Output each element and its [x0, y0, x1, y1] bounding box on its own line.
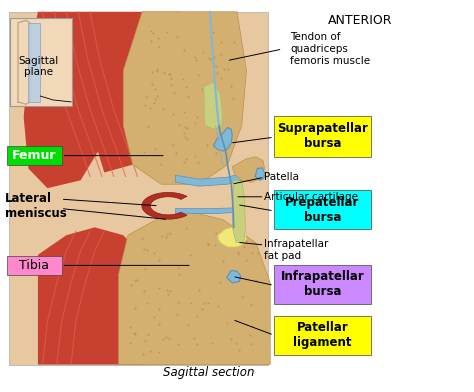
- Polygon shape: [90, 12, 161, 172]
- Polygon shape: [24, 12, 104, 188]
- Polygon shape: [142, 192, 187, 219]
- Polygon shape: [38, 227, 142, 365]
- FancyBboxPatch shape: [7, 256, 62, 275]
- Text: Tendon of
quadriceps
femoris muscle: Tendon of quadriceps femoris muscle: [290, 33, 370, 65]
- FancyBboxPatch shape: [274, 190, 371, 229]
- Text: Prepatellar
bursa: Prepatellar bursa: [285, 196, 360, 224]
- Polygon shape: [227, 270, 241, 283]
- Polygon shape: [232, 180, 246, 243]
- Text: Articular cartilage: Articular cartilage: [264, 192, 358, 202]
- Polygon shape: [118, 212, 270, 365]
- Polygon shape: [218, 227, 246, 247]
- Polygon shape: [213, 127, 232, 151]
- Text: Infrapatellar
bursa: Infrapatellar bursa: [281, 270, 365, 298]
- Text: Infrapatellar
fat pad: Infrapatellar fat pad: [264, 239, 329, 261]
- Text: Patellar
ligament: Patellar ligament: [293, 321, 352, 349]
- FancyBboxPatch shape: [10, 18, 72, 106]
- Polygon shape: [137, 12, 190, 141]
- FancyBboxPatch shape: [7, 146, 62, 165]
- FancyBboxPatch shape: [28, 23, 40, 102]
- Text: Sagittal
plane: Sagittal plane: [19, 56, 59, 78]
- Polygon shape: [123, 12, 246, 184]
- Text: Femur: Femur: [12, 149, 56, 162]
- Polygon shape: [204, 82, 223, 129]
- Text: Tibia: Tibia: [19, 259, 49, 272]
- FancyBboxPatch shape: [9, 12, 268, 365]
- FancyBboxPatch shape: [274, 265, 371, 304]
- Polygon shape: [175, 208, 237, 214]
- Text: Suprapatellar
bursa: Suprapatellar bursa: [277, 122, 368, 150]
- Text: ANTERIOR: ANTERIOR: [328, 14, 392, 27]
- Text: Sagittal section: Sagittal section: [163, 367, 255, 379]
- Polygon shape: [255, 168, 264, 180]
- Polygon shape: [232, 157, 264, 182]
- Polygon shape: [175, 173, 242, 186]
- Text: Lateral
meniscus: Lateral meniscus: [5, 192, 66, 220]
- FancyBboxPatch shape: [274, 116, 371, 157]
- Text: Patella: Patella: [264, 172, 300, 182]
- FancyBboxPatch shape: [274, 316, 371, 355]
